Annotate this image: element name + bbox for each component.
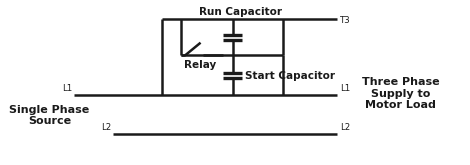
Text: L1: L1 (340, 84, 350, 93)
Text: Relay: Relay (184, 60, 216, 70)
Text: Three Phase
Supply to
Motor Load: Three Phase Supply to Motor Load (361, 77, 439, 110)
Text: L1: L1 (62, 84, 72, 93)
Text: T3: T3 (340, 16, 351, 25)
Text: L2: L2 (101, 123, 111, 132)
Text: Run Capacitor: Run Capacitor (199, 7, 282, 17)
Text: Single Phase
Source: Single Phase Source (9, 105, 90, 126)
Text: L2: L2 (340, 123, 350, 132)
Text: Start Capacitor: Start Capacitor (245, 71, 336, 81)
